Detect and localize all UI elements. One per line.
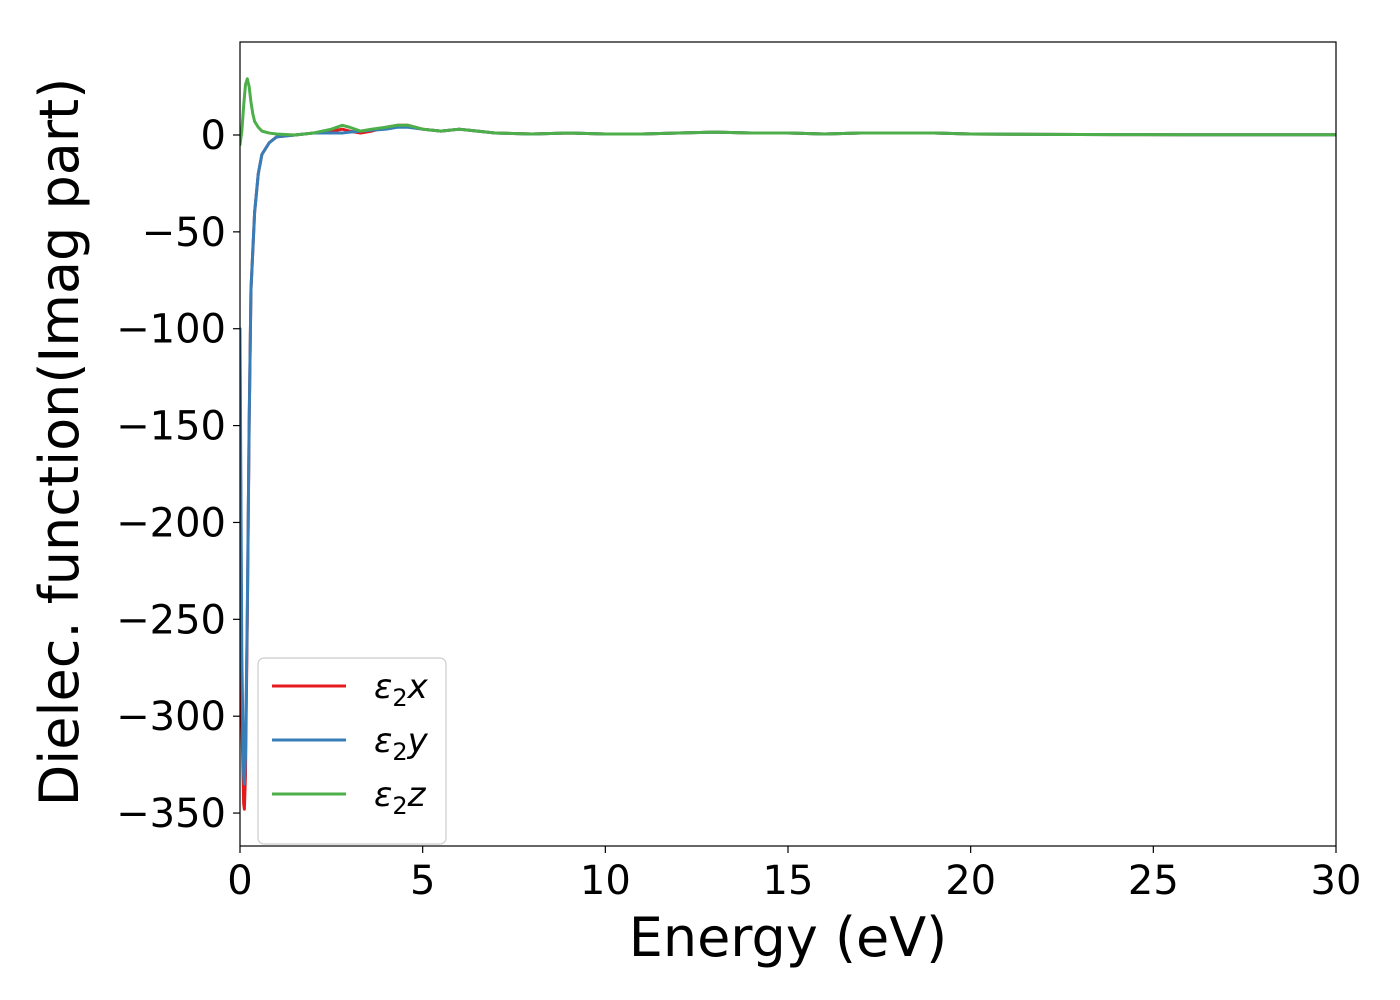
x-axis-label: Energy (eV): [629, 906, 948, 969]
y-tick-label: −150: [116, 404, 226, 450]
y-tick-label: 0: [201, 113, 226, 159]
legend: ε2x ε2y ε2z: [257, 657, 447, 845]
series-layer: [240, 77, 1336, 811]
legend-label-x: ε2x: [374, 667, 429, 712]
y-tick-label: −100: [116, 307, 226, 353]
x-tick-label: 10: [580, 858, 631, 904]
x-tick-label: 5: [410, 858, 435, 904]
x-tick-label: 15: [763, 858, 814, 904]
legend-label-y: ε2y: [374, 721, 429, 766]
x-tick-label: 0: [227, 858, 252, 904]
x-tick-label: 25: [1128, 858, 1179, 904]
legend-box: [257, 657, 447, 845]
y-tick-label: −350: [116, 791, 226, 837]
legend-label-z: ε2z: [374, 775, 427, 820]
x-axis-ticks: 0 5 10 15 20 25 30: [227, 846, 1361, 904]
y-tick-label: −50: [142, 210, 226, 256]
y-tick-label: −300: [116, 694, 226, 740]
y-tick-label: −200: [116, 500, 226, 546]
y-axis-label: Dielec. function(Imag part): [28, 78, 91, 807]
y-tick-label: −250: [116, 597, 226, 643]
x-tick-label: 30: [1311, 858, 1362, 904]
x-tick-label: 20: [945, 858, 996, 904]
series-line-z: [240, 77, 1336, 147]
y-axis-ticks: 0 −50 −100 −150 −200 −250 −300 −350: [116, 113, 240, 837]
